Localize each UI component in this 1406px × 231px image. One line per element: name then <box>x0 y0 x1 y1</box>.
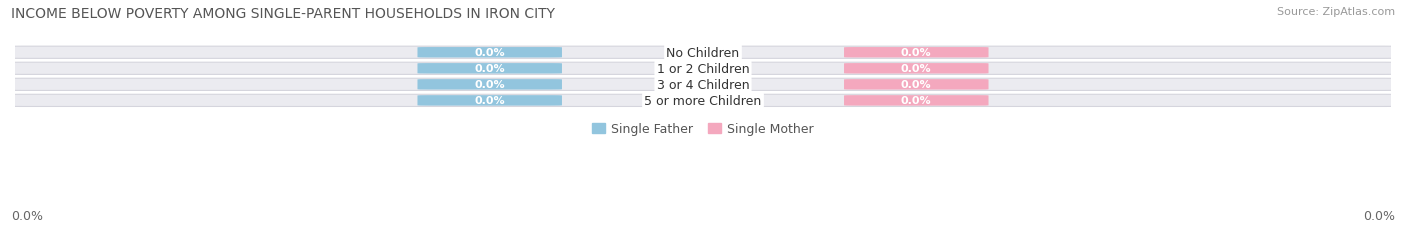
Text: 3 or 4 Children: 3 or 4 Children <box>657 79 749 91</box>
Text: 5 or more Children: 5 or more Children <box>644 94 762 107</box>
FancyBboxPatch shape <box>8 47 1398 59</box>
FancyBboxPatch shape <box>844 80 988 90</box>
FancyBboxPatch shape <box>418 48 562 58</box>
FancyBboxPatch shape <box>418 80 562 90</box>
Text: 0.0%: 0.0% <box>901 64 932 74</box>
FancyBboxPatch shape <box>844 64 988 74</box>
Text: INCOME BELOW POVERTY AMONG SINGLE-PARENT HOUSEHOLDS IN IRON CITY: INCOME BELOW POVERTY AMONG SINGLE-PARENT… <box>11 7 555 21</box>
Legend: Single Father, Single Mother: Single Father, Single Mother <box>588 118 818 141</box>
Text: No Children: No Children <box>666 47 740 60</box>
Text: 1 or 2 Children: 1 or 2 Children <box>657 63 749 76</box>
Text: 0.0%: 0.0% <box>901 80 932 90</box>
FancyBboxPatch shape <box>844 96 988 106</box>
Text: 0.0%: 0.0% <box>474 64 505 74</box>
Text: Source: ZipAtlas.com: Source: ZipAtlas.com <box>1277 7 1395 17</box>
FancyBboxPatch shape <box>418 64 562 74</box>
Text: 0.0%: 0.0% <box>901 96 932 106</box>
Text: 0.0%: 0.0% <box>474 96 505 106</box>
Text: 0.0%: 0.0% <box>474 80 505 90</box>
FancyBboxPatch shape <box>8 63 1398 75</box>
FancyBboxPatch shape <box>844 48 988 58</box>
FancyBboxPatch shape <box>8 79 1398 91</box>
FancyBboxPatch shape <box>8 95 1398 107</box>
Text: 0.0%: 0.0% <box>1362 209 1395 222</box>
Text: 0.0%: 0.0% <box>11 209 44 222</box>
Text: 0.0%: 0.0% <box>474 48 505 58</box>
Text: 0.0%: 0.0% <box>901 48 932 58</box>
FancyBboxPatch shape <box>418 96 562 106</box>
